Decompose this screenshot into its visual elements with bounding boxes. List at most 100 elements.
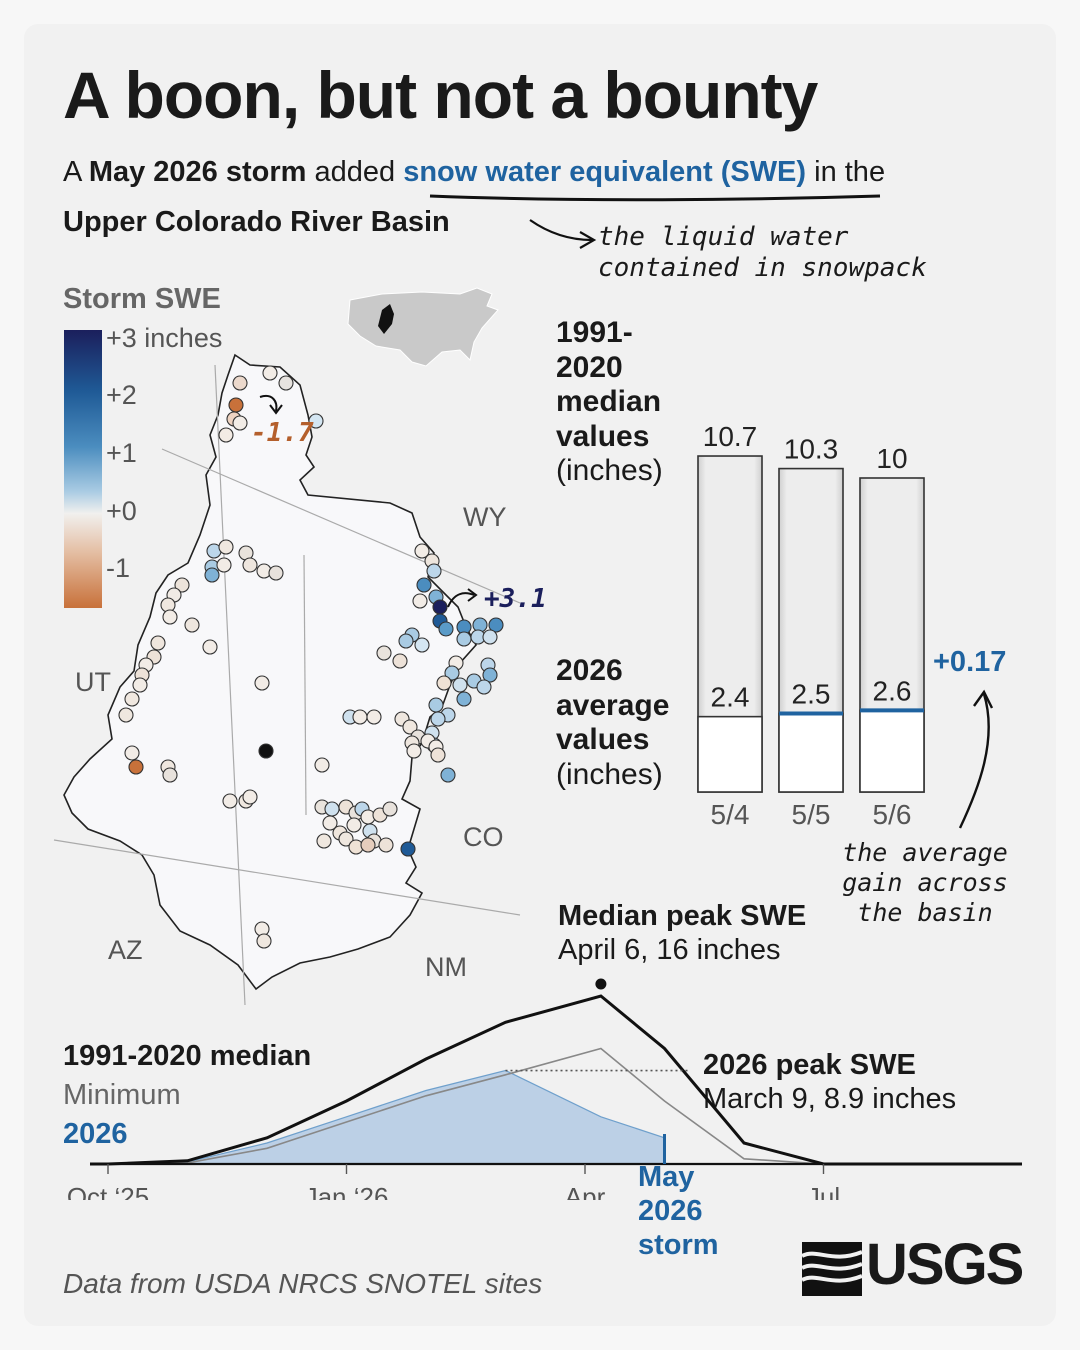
snotel-station-78 xyxy=(366,709,382,725)
snotel-station-21 xyxy=(184,617,200,633)
storm-label-1: May xyxy=(638,1161,695,1193)
median-values-label: 1991- 2020 median values (inches) xyxy=(556,316,663,489)
page-title: A boon, but not a bounty xyxy=(63,58,818,132)
median-peak-marker xyxy=(595,978,607,990)
snotel-station-70 xyxy=(456,691,472,707)
snotel-station-60 xyxy=(376,645,392,661)
snotel-station-20 xyxy=(162,609,178,625)
subtitle-basin: Upper Colorado River Basin xyxy=(63,206,450,238)
snotel-station-36 xyxy=(222,793,238,809)
series-median-line xyxy=(90,994,1022,1166)
median-label-line-3: median xyxy=(556,385,662,418)
average-value-label-2: 2.6 xyxy=(873,675,912,706)
snotel-station-9 xyxy=(218,539,234,555)
avg-label-line-3: values xyxy=(556,723,650,756)
subtitle-a: A xyxy=(63,156,81,188)
subtitle-added: added xyxy=(314,156,396,188)
snotel-station-29 xyxy=(118,707,134,723)
definition-underline xyxy=(429,194,881,249)
snotel-station-34 xyxy=(254,675,270,691)
snotel-station-106 xyxy=(400,841,416,857)
subtitle-line-1: A May 2026 storm added snow water equiva… xyxy=(63,158,885,187)
snotel-station-33 xyxy=(162,767,178,783)
peak2026-value: March 9, 8.9 inches xyxy=(703,1083,957,1115)
median-label-line-1: 1991- xyxy=(556,316,633,349)
snotel-station-14 xyxy=(242,557,258,573)
avg-label-line-1: 2026 xyxy=(556,654,623,687)
swe-term-link[interactable]: snow water equivalent (SWE) xyxy=(403,156,807,188)
snotel-station-77 xyxy=(352,709,368,725)
snotel-station-99 xyxy=(338,831,354,847)
snotel-station-5 xyxy=(218,427,234,443)
co-ut-border xyxy=(303,554,307,816)
storm-label: May 2026 storm xyxy=(638,1160,719,1262)
snotel-station-86 xyxy=(430,747,446,763)
snotel-station-85 xyxy=(406,743,422,759)
average-bar-2 xyxy=(859,709,925,793)
snotel-station-16 xyxy=(268,565,284,581)
snotel-station-30 xyxy=(124,745,140,761)
snotel-station-73 xyxy=(430,711,446,727)
ut-border xyxy=(214,364,246,1006)
snotel-station-35 xyxy=(258,743,274,759)
snotel-station-42 xyxy=(414,543,430,559)
snotel-station-89 xyxy=(324,801,340,817)
state-label-az: AZ xyxy=(108,935,143,965)
bar-date-label-2: 5/6 xyxy=(873,799,912,830)
snotel-station-64 xyxy=(436,675,452,691)
avg-label-line-4: (inches) xyxy=(556,757,663,791)
snotel-station-17 xyxy=(174,577,190,593)
snotel-station-23 xyxy=(150,635,166,651)
state-label-co: CO xyxy=(463,822,504,852)
snotel-station-45 xyxy=(416,577,432,593)
snotel-station-41 xyxy=(256,933,272,949)
median-label-line-5: (inches) xyxy=(556,454,663,487)
basin-outline xyxy=(63,353,477,991)
state-label-wy: WY xyxy=(463,502,507,532)
series-minimum-line xyxy=(107,1047,824,1165)
snotel-station-98 xyxy=(346,817,362,833)
snotel-station-12 xyxy=(216,557,232,573)
snotel-station-22 xyxy=(202,639,218,655)
state-label-nm: NM xyxy=(425,952,467,982)
usgs-wave-logo xyxy=(802,1242,862,1296)
state-label-ut: UT xyxy=(75,667,111,697)
snotel-station-6 xyxy=(232,415,248,431)
median-label-line-2: 2020 xyxy=(556,350,623,384)
snotel-station-104 xyxy=(360,837,376,853)
snotel-station-54 xyxy=(456,631,472,647)
gain-value-text: +0.17 xyxy=(933,646,1007,678)
bar-date-label-0: 5/4 xyxy=(711,799,750,830)
snotel-station-44 xyxy=(426,563,442,579)
snotel-station-31 xyxy=(128,759,144,775)
median-value-label-2: 10 xyxy=(876,443,907,474)
timeline-tick-label-2: Apr xyxy=(565,1182,606,1200)
timeline-group: Oct ‘25 Jan ‘26 Apr Jul xyxy=(67,978,1022,1200)
nm-az-border xyxy=(53,839,521,916)
gain-arrow xyxy=(958,689,994,829)
snotel-station-38 xyxy=(242,789,258,805)
average-bar-1 xyxy=(778,712,844,793)
snotel-station-102 xyxy=(316,833,332,849)
average-values-label: 2026 average values (inches) xyxy=(556,654,669,792)
average-bar-0 xyxy=(697,715,763,793)
min-station-label: -1.7 xyxy=(251,418,314,448)
legend-tick-2: +2 xyxy=(106,380,137,410)
median-value-label-1: 10.3 xyxy=(784,434,839,465)
legend-color-ramp xyxy=(64,330,102,608)
storm-label-2: 2026 xyxy=(638,1195,703,1227)
legend-tick-3: +3 inches xyxy=(106,323,223,353)
timeline-tick-label-1: Jan ‘26 xyxy=(305,1182,389,1200)
gain-note: the average gain across the basin xyxy=(842,838,1008,927)
subtitle-storm: May 2026 storm xyxy=(88,156,307,188)
usgs-logo-text: USGS xyxy=(866,1232,1024,1297)
annotation-arrow xyxy=(529,219,593,242)
snotel-station-50 xyxy=(438,621,454,637)
peak2026-title: 2026 peak SWE xyxy=(703,1049,916,1081)
max-station-label: +3.1 xyxy=(484,584,547,614)
basin-map xyxy=(53,353,521,1006)
median-peak-value: April 6, 16 inches xyxy=(558,934,781,966)
snotel-station-95 xyxy=(382,801,398,817)
legend-tick-0: +0 xyxy=(106,496,137,526)
subtitle-in-the: in the xyxy=(814,156,886,188)
